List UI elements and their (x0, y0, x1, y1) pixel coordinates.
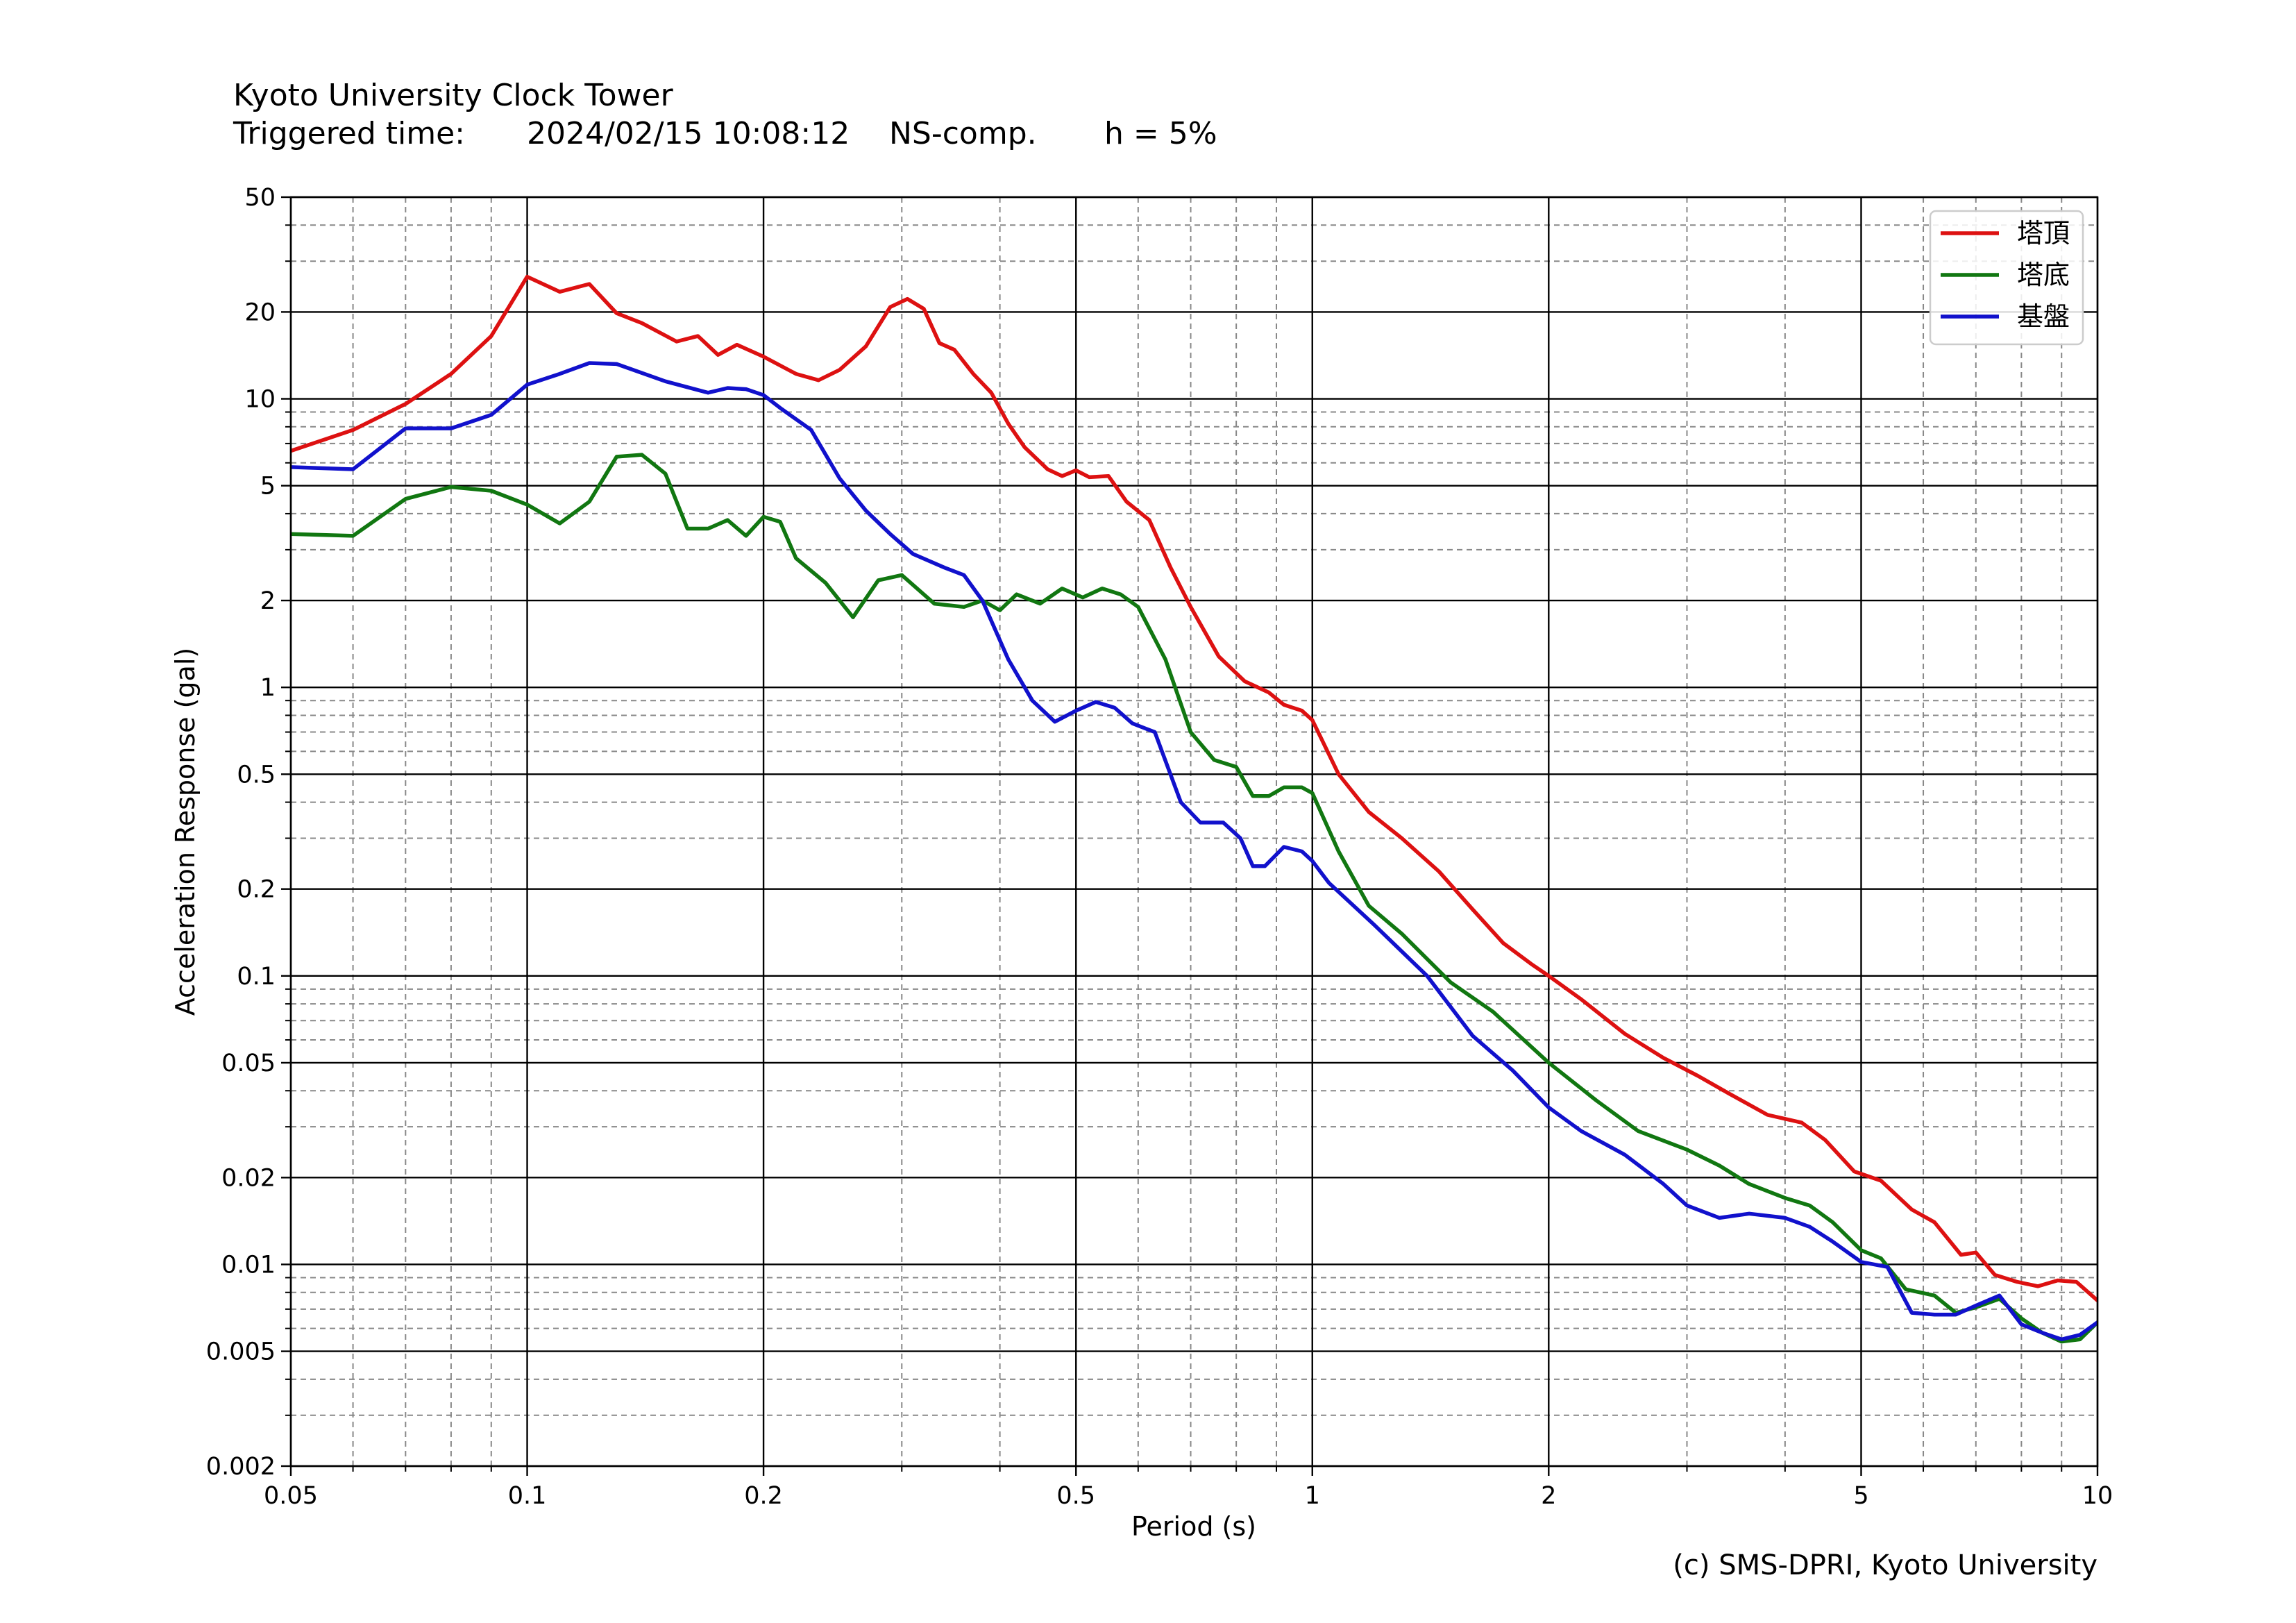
x-tick-label: 5 (1853, 1482, 1868, 1510)
y-tick-label: 1 (260, 674, 276, 702)
y-tick-label: 0.005 (206, 1338, 276, 1366)
triggered-time-label: Triggered time: (233, 116, 465, 151)
credit-text: (c) SMS-DPRI, Kyoto University (1673, 1549, 2097, 1581)
y-tick-label: 0.05 (221, 1050, 276, 1077)
x-tick-label: 2 (1541, 1482, 1556, 1510)
y-tick-labels: 0.002 0.005 0.01 0.02 0.05 0.1 0.2 0.5 1 2 5 10 20 50 (206, 184, 276, 1481)
minor-grid (291, 197, 2097, 1466)
y-tick-label: 0.5 (237, 761, 276, 789)
x-tick-label: 0.5 (1056, 1482, 1095, 1510)
y-tick-label: 0.02 (221, 1164, 276, 1192)
chart-title: Kyoto University Clock Tower (233, 78, 673, 113)
y-tick-label: 0.002 (206, 1453, 276, 1481)
x-axis-label: Period (s) (1131, 1511, 1256, 1542)
x-tick-label: 0.2 (744, 1482, 783, 1510)
y-tick-label: 5 (260, 473, 276, 501)
y-tick-label: 0.01 (221, 1251, 276, 1279)
y-axis-label: Acceleration Response (gal) (170, 648, 201, 1016)
x-tick-label: 0.05 (264, 1482, 318, 1510)
y-tick-label: 2 (260, 587, 276, 615)
damping-label: h = 5% (1104, 116, 1217, 151)
series-layer (291, 274, 2097, 1344)
series-line-3 (291, 361, 2097, 1342)
x-tick-label: 1 (1305, 1482, 1320, 1510)
legend-label: 塔頂 (2017, 218, 2070, 249)
legend-label: 基盤 (2017, 301, 2070, 332)
x-tick-label: 0.1 (508, 1482, 547, 1510)
x-tick-label: 10 (2082, 1482, 2113, 1510)
ticks-layer (281, 196, 2099, 1476)
y-tick-label: 0.1 (237, 963, 276, 991)
y-tick-label: 0.2 (237, 876, 276, 904)
legend-box (1929, 210, 2084, 346)
triggered-time-value: 2024/02/15 10:08:12 (527, 116, 850, 151)
series-line-2 (291, 453, 2097, 1344)
y-tick-label: 50 (244, 184, 276, 212)
plot-frame (289, 196, 2099, 1468)
y-tick-label: 10 (244, 386, 276, 414)
component-label: NS-comp. (889, 116, 1037, 151)
major-grid (289, 196, 2099, 1468)
legend-label: 塔底 (2017, 260, 2070, 290)
series-line-1 (291, 274, 2097, 1303)
x-tick-labels: 0.05 0.1 0.2 0.5 1 2 5 10 (264, 1482, 2113, 1510)
y-tick-label: 20 (244, 298, 276, 326)
